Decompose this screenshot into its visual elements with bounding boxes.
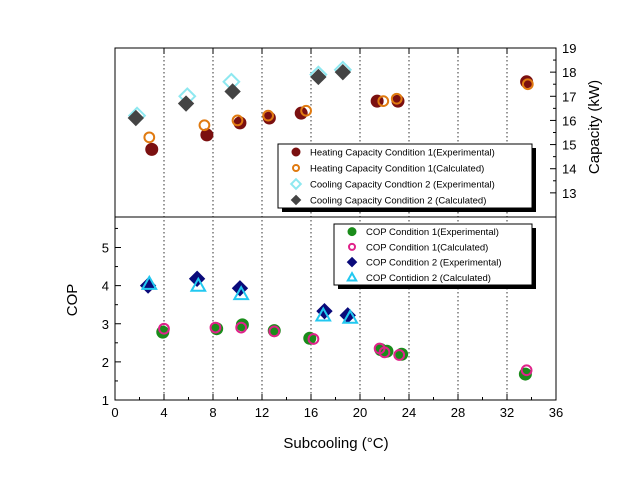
capacity-tick-label: 16: [562, 113, 576, 128]
capacity-point: [224, 83, 241, 100]
legend-marker: [347, 227, 357, 237]
x-tick-label: 4: [160, 405, 167, 420]
cop-point: [378, 346, 391, 359]
x-tick-label: 20: [353, 405, 367, 420]
cop-point: [209, 321, 222, 334]
cop-point: [303, 331, 317, 345]
cop-point: [268, 325, 281, 338]
capacity-tick-label: 15: [562, 138, 576, 153]
cop-tick-label: 2: [102, 355, 109, 370]
series-0-0: [145, 75, 534, 156]
capacity-point: [310, 68, 327, 86]
cop-tick-label: 3: [102, 317, 109, 332]
x-tick-label: 32: [500, 405, 514, 420]
capacity-tick-label: 14: [562, 162, 576, 177]
legend-marker: [292, 164, 300, 172]
legend-label: COP Contidion 2 (Calculated): [366, 273, 491, 284]
legend-marker: [289, 177, 303, 191]
legend-label: Cooling Capacity Condtion 2 (Experimenta…: [310, 180, 495, 191]
capacity-point: [127, 109, 145, 127]
capacity-point: [390, 92, 403, 105]
legend-marker: [290, 194, 302, 206]
capacity-tick-label: 19: [562, 41, 576, 56]
data-points: [127, 60, 534, 381]
capacity-point: [143, 131, 156, 144]
cop-point: [520, 364, 533, 377]
cop-tick-label: 4: [102, 279, 109, 294]
legend-box: [277, 143, 533, 209]
x-tick-label: 12: [255, 405, 269, 420]
capacity-legend: Heating Capacity Condition 1(Experimenta…: [277, 143, 536, 212]
capacity-point: [233, 116, 247, 130]
x-tick-label: 0: [111, 405, 118, 420]
capacity-point: [334, 63, 352, 81]
cop-point: [393, 349, 406, 361]
legend-label: Cooling Capacity Condition 2 (Calculated…: [310, 196, 486, 207]
series-0-1: [143, 78, 534, 144]
cop-point: [189, 276, 207, 292]
legend-marker: [348, 242, 356, 251]
cop-point: [307, 333, 320, 345]
legends: Heating Capacity Condition 1(Experimenta…: [277, 143, 536, 289]
cop-point: [158, 322, 170, 335]
cop-point: [232, 285, 250, 301]
cop-point: [314, 306, 332, 322]
cop-legend: COP Condition 1(Experimental) COP Conditi…: [333, 223, 536, 289]
legend-marker: [346, 256, 358, 268]
capacity-point: [198, 119, 211, 132]
x-tick-label: 36: [549, 405, 563, 420]
x-tick-label: 16: [304, 405, 318, 420]
capacity-point: [177, 95, 195, 112]
legend-box: [333, 223, 533, 286]
legend-marker: [346, 271, 358, 282]
capacity-point: [521, 78, 534, 91]
cop-axis-label: COP: [64, 284, 81, 317]
legend-label: COP Condition 1(Experimental): [366, 227, 499, 238]
legend-label: Heating Capacity Condition 1(Experimenta…: [310, 148, 495, 159]
x-axis-label: Subcooling (°C): [283, 435, 388, 452]
capacity-point: [231, 114, 244, 127]
legend-label: COP Condition 1(Calculated): [366, 242, 488, 253]
cop-point: [341, 308, 359, 324]
legend-marker: [291, 147, 301, 157]
legend-label: Heating Capacity Condition 1(Calculated): [310, 164, 484, 175]
cop-point: [235, 321, 248, 334]
capacity-tick-label: 18: [562, 65, 576, 80]
capacity-point: [145, 142, 159, 156]
series-0-3: [127, 63, 352, 127]
series-1-1: [158, 321, 533, 377]
series-1-3: [140, 274, 359, 324]
capacity-point: [377, 95, 390, 107]
cop-tick-label: 1: [102, 393, 109, 408]
cop-tick-label: 5: [102, 241, 109, 256]
x-tick-label: 8: [209, 405, 216, 420]
capacity-tick-label: 17: [562, 89, 576, 104]
capacity-point: [262, 109, 274, 122]
cop-point: [140, 274, 158, 290]
legend-label: COP Condition 2 (Experimental): [366, 258, 502, 269]
capacity-tick-label: 13: [562, 186, 576, 201]
x-tick-label: 28: [451, 405, 465, 420]
x-tick-label: 24: [402, 405, 416, 420]
capacity-point: [300, 104, 312, 117]
capacity-axis-label: Capacity (kW): [586, 80, 603, 174]
